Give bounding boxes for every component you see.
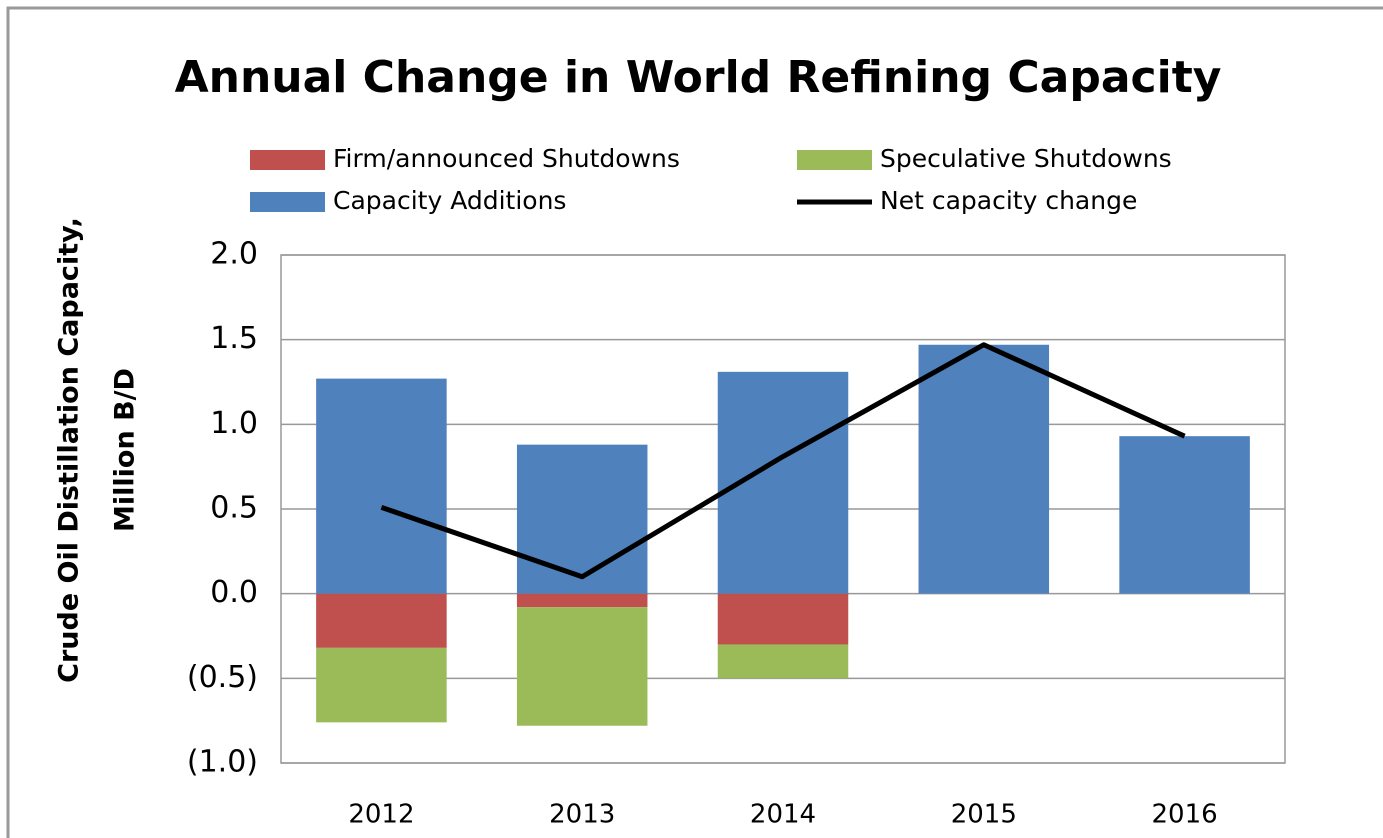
x-tick-label: 2014 (750, 800, 816, 830)
y-tick-label: 2.0 (210, 237, 258, 272)
bar (316, 378, 447, 594)
bar (316, 647, 447, 723)
legend-label: Firm/announced Shutdowns (333, 144, 680, 173)
y-tick-label: (0.5) (187, 660, 258, 695)
bar (918, 344, 1050, 594)
legend-swatch (797, 150, 872, 170)
y-axis-label-line: Million B/D (110, 368, 141, 532)
chart-title: Annual Change in World Refining Capacity (175, 52, 1222, 103)
y-axis-label-line: Crude Oil Distillation Capacity, (54, 217, 85, 683)
y-tick-label: (1.0) (187, 745, 258, 780)
bar (717, 593, 849, 645)
legend-swatch (250, 150, 325, 170)
y-tick-label: 0.0 (210, 575, 258, 610)
bar (717, 644, 849, 679)
y-axis-label: Crude Oil Distillation Capacity, Million… (54, 217, 141, 683)
x-tick-label: 2012 (348, 800, 414, 830)
x-tick-label: 2013 (549, 800, 615, 830)
bar (1119, 436, 1250, 594)
y-tick-label: 1.0 (210, 406, 258, 441)
bar (516, 444, 648, 594)
legend-swatch (250, 192, 325, 212)
line (380, 342, 1186, 580)
bar (516, 593, 648, 608)
x-tick-label: 2015 (951, 800, 1017, 830)
x-tick-label: 2016 (1152, 800, 1218, 830)
legend-label: Capacity Additions (333, 186, 566, 215)
y-tick-label: 0.5 (210, 491, 258, 526)
bar (516, 607, 648, 726)
bar (316, 593, 447, 648)
y-tick-label: 1.5 (210, 321, 258, 356)
legend-label: Net capacity change (880, 186, 1137, 215)
legend-label: Speculative Shutdowns (880, 144, 1172, 173)
